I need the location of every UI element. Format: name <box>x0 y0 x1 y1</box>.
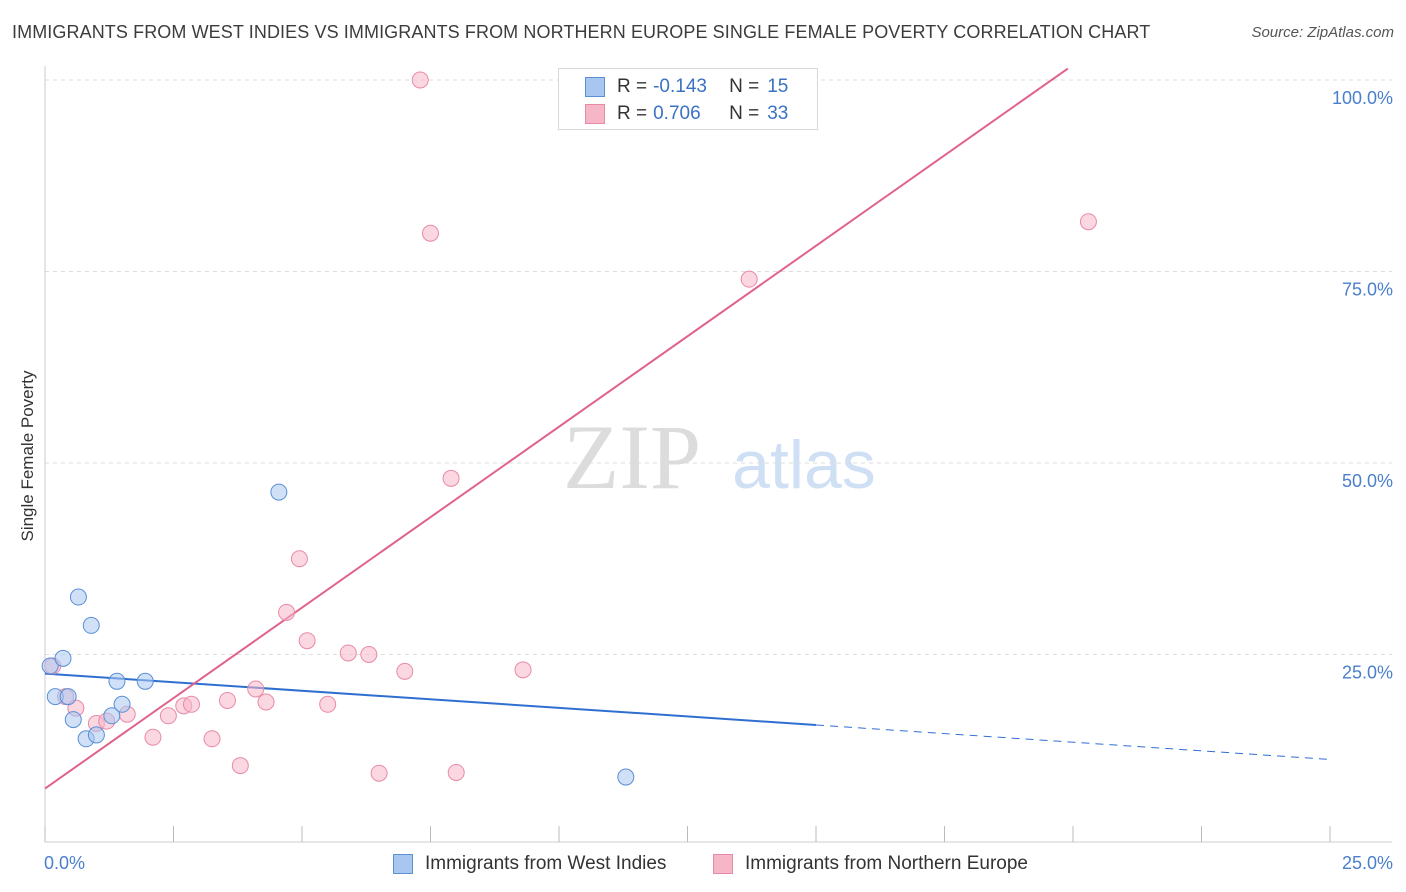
data-points <box>41 71 1097 786</box>
point-northern-europe <box>182 695 200 713</box>
point-northern-europe <box>360 646 378 663</box>
point-northern-europe <box>396 662 414 680</box>
point-northern-europe <box>247 680 265 698</box>
y-axis-label: Single Female Poverty <box>18 370 37 542</box>
bottom-legend-swatch-northern-europe <box>713 854 733 874</box>
point-northern-europe <box>290 550 308 568</box>
point-west-indies <box>136 672 154 690</box>
y-tick-label: 50.0% <box>1342 471 1393 491</box>
point-west-indies <box>64 711 82 729</box>
legend-r-label: R = <box>617 103 648 124</box>
point-northern-europe <box>447 763 465 781</box>
bottom-legend-west-indies: Immigrants from West Indies <box>393 852 666 876</box>
legend-n-label: N = <box>729 103 760 124</box>
point-west-indies <box>82 616 100 634</box>
legend-swatch-west-indies <box>585 77 605 97</box>
point-northern-europe <box>1079 213 1097 231</box>
legend: R = -0.143 N = 15 R = 0.706 N = 33 <box>558 68 818 130</box>
legend-n-label: N = <box>729 76 760 97</box>
point-west-indies <box>41 657 59 675</box>
y-tick-label: 25.0% <box>1342 663 1393 683</box>
axes <box>44 66 1392 843</box>
watermark: ZIP atlas <box>563 406 876 508</box>
point-northern-europe <box>319 695 337 713</box>
y-tick-label: 75.0% <box>1342 280 1393 300</box>
point-northern-europe <box>278 603 296 621</box>
legend-r-label: R = <box>617 76 648 97</box>
point-northern-europe <box>203 730 221 748</box>
legend-swatch-northern-europe <box>585 104 605 124</box>
x-tick-label-min: 0.0% <box>44 853 85 873</box>
grid-lines <box>45 79 1392 655</box>
legend-r-value: -0.143 <box>653 76 707 97</box>
point-northern-europe <box>298 632 316 650</box>
point-northern-europe <box>422 224 439 242</box>
chart-title: IMMIGRANTS FROM WEST INDIES VS IMMIGRANT… <box>12 22 1151 42</box>
point-west-indies <box>617 768 635 786</box>
point-west-indies <box>113 695 131 713</box>
point-northern-europe <box>411 71 429 89</box>
point-northern-europe <box>339 644 357 662</box>
trend-line-west-indies <box>44 672 817 726</box>
point-northern-europe <box>144 728 162 746</box>
point-west-indies <box>103 707 121 725</box>
point-northern-europe <box>159 707 177 725</box>
point-west-indies <box>108 672 126 690</box>
legend-row-west-indies: R = -0.143 N = 15 <box>585 74 788 100</box>
watermark-zip: ZIP <box>563 406 701 508</box>
x-tick-label-max: 25.0% <box>1342 853 1393 873</box>
point-northern-europe <box>740 270 758 288</box>
tick-labels: 25.0% 50.0% 75.0% 100.0% 0.0% 25.0% <box>44 88 1393 873</box>
legend-n-value: 33 <box>767 103 789 124</box>
legend-n-value: 15 <box>767 76 789 97</box>
legend-r-value: 0.706 <box>653 103 701 124</box>
point-west-indies <box>54 649 72 667</box>
source-label: Source: ZipAtlas.com <box>1251 24 1394 41</box>
point-west-indies <box>59 688 77 706</box>
legend-row-northern-europe: R = 0.706 N = 33 <box>585 101 788 127</box>
bottom-legend-label-west-indies: Immigrants from West Indies <box>425 853 667 874</box>
bottom-legend-label-northern-europe: Immigrants from Northern Europe <box>745 853 1028 874</box>
point-northern-europe <box>514 661 532 679</box>
watermark-atlas: atlas <box>732 427 876 503</box>
point-west-indies <box>69 588 87 606</box>
bottom-legend-northern-europe: Immigrants from Northern Europe <box>713 852 1028 876</box>
point-northern-europe <box>218 691 236 709</box>
point-northern-europe <box>370 764 388 782</box>
point-northern-europe <box>231 757 249 775</box>
point-northern-europe <box>442 469 460 487</box>
trend-line-northern-europe <box>44 67 1069 790</box>
point-west-indies <box>270 483 288 501</box>
point-northern-europe <box>257 693 275 711</box>
y-tick-label: 100.0% <box>1332 88 1393 108</box>
trend-line-west-indies-extension <box>815 724 1331 760</box>
trend-lines <box>44 67 1331 790</box>
bottom-legend-swatch-west-indies <box>393 854 413 874</box>
point-west-indies <box>87 726 105 744</box>
